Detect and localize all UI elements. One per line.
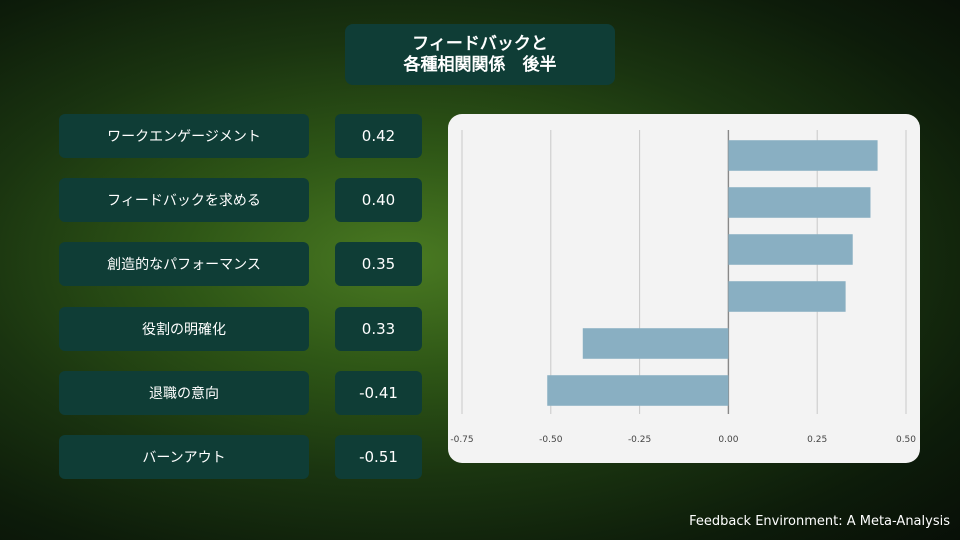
x-tick-label: 0.00 xyxy=(718,435,738,445)
row-label-4: 役割の明確化 xyxy=(59,307,309,351)
row-label-1: ワークエンゲージメント xyxy=(59,114,309,158)
bar-2 xyxy=(728,187,871,218)
row-label-2: フィードバックを求める xyxy=(59,178,309,222)
bar-1 xyxy=(728,140,878,171)
row-value-2: 0.40 xyxy=(335,178,422,222)
row-value-1: 0.42 xyxy=(335,114,422,158)
row-value-4: 0.33 xyxy=(335,307,422,351)
row-label-5: 退職の意向 xyxy=(59,371,309,415)
source-footer: Feedback Environment: A Meta-Analysis xyxy=(689,514,950,529)
bar-5 xyxy=(582,328,729,359)
x-tick-label: -0.25 xyxy=(628,435,651,445)
bar-chart: -0.75 -0.50 -0.25 0.00 0.25 0.50 xyxy=(450,130,916,445)
row-value-6: -0.51 xyxy=(335,435,422,479)
row-value-3: 0.35 xyxy=(335,242,422,286)
title-line-1: フィードバックと xyxy=(412,33,548,54)
bar-4 xyxy=(728,281,846,312)
row-label-6: バーンアウト xyxy=(59,435,309,479)
title-line-2: 各種相関関係 後半 xyxy=(403,54,557,75)
x-tick-label: 0.50 xyxy=(896,435,916,445)
row-value-5: -0.41 xyxy=(335,371,422,415)
bar-3 xyxy=(728,234,853,265)
x-tick-label: 0.25 xyxy=(807,435,827,445)
bar-6 xyxy=(547,375,729,406)
x-tick-label: -0.50 xyxy=(539,435,563,445)
chart-panel: -0.75 -0.50 -0.25 0.00 0.25 0.50 xyxy=(448,114,920,463)
title-box: フィードバックと 各種相関関係 後半 xyxy=(345,24,615,85)
row-label-3: 創造的なパフォーマンス xyxy=(59,242,309,286)
x-tick-label: -0.75 xyxy=(450,435,473,445)
